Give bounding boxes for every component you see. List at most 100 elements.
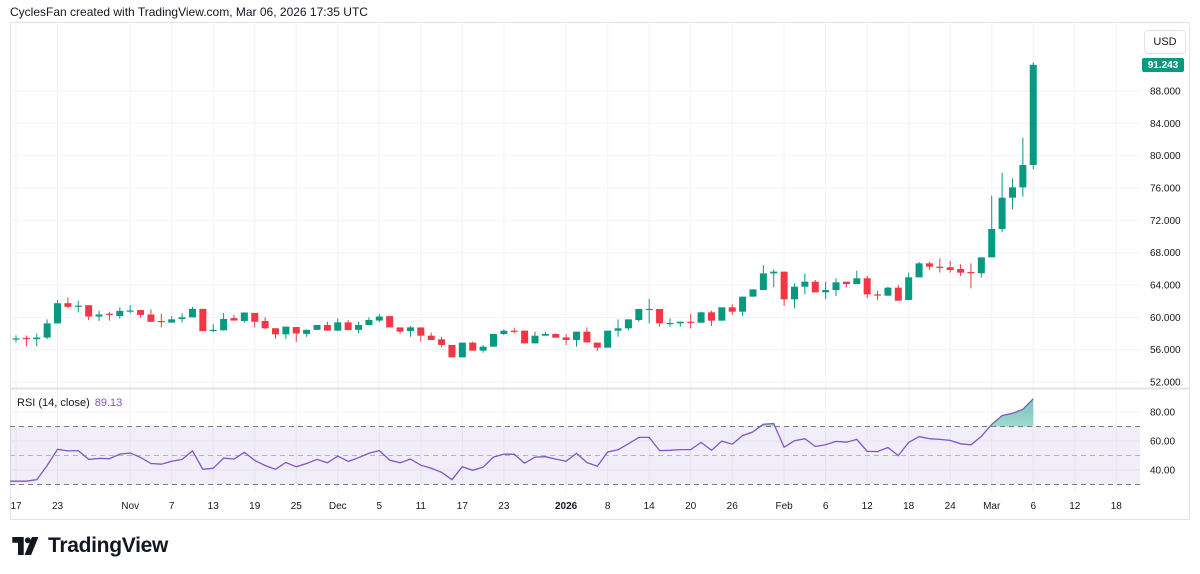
candle-body [811,281,819,293]
price-axis-label: 76.000 [1150,184,1181,195]
rsi-axis[interactable]: 80.00 60.00 40.00 [1150,408,1175,477]
price-axis-label: 60.000 [1150,313,1181,324]
candle [261,317,269,330]
candle-body [573,331,581,340]
logo-text: TradingView [48,534,169,557]
candle-body [957,268,965,273]
candle [521,330,529,344]
candle [137,310,145,318]
candle-body [718,307,726,321]
candle [355,321,363,334]
price-axis-label: 64.000 [1150,281,1181,292]
candle-body [707,312,715,321]
candle [438,336,446,348]
candle-body [500,330,508,334]
time-axis-label: 20 [685,501,697,512]
candle [188,306,196,318]
candle-body [510,330,518,332]
candle [479,344,487,353]
candle [832,278,840,296]
candle-body [292,327,300,334]
candle [977,257,985,278]
time-axis-label: 17 [10,501,22,512]
time-axis-label: 7 [169,501,175,512]
candle-body [479,346,487,351]
candle [988,195,996,258]
candle [842,281,850,288]
candle [573,331,581,347]
candle-body [188,308,196,318]
candle-body [915,263,923,278]
rsi-legend-value: 89.13 [94,397,123,409]
rsi-band-background [10,426,1140,485]
candle-body [884,287,892,296]
candle [656,309,664,327]
candle [240,312,248,323]
candle-body [355,325,363,330]
candle [967,263,975,289]
time-axis-label: 6 [823,501,829,512]
time-axis[interactable]: 17 23 Nov 7 13 19 25 Dec 5 11 17 23 2026 8 14 20 26 Feb 6 1… [10,501,1122,512]
time-axis-label: 19 [249,501,261,512]
candle-body [334,322,342,331]
candle-body [977,257,985,274]
candle [417,327,425,342]
candle-body [406,327,414,332]
candle-body [552,333,560,338]
candle [105,311,113,321]
candle [676,321,684,327]
candle-body [925,263,933,267]
candle-body [489,333,497,347]
candle [178,313,186,323]
candle [936,258,944,273]
candle-body [645,308,653,311]
candle-body [74,305,82,307]
candle-body [1008,187,1016,198]
candle [375,314,383,323]
candle [531,331,539,344]
candle [344,320,352,331]
chart-frame [10,22,1190,520]
time-axis-label: 8 [605,501,611,512]
candle-body [33,337,41,340]
candle [220,312,228,331]
rsi-legend[interactable]: RSI (14, close) 89.13 [17,397,122,409]
candle-body [116,310,124,317]
candle [64,297,72,309]
candle-body [936,266,944,268]
candle-body [282,326,290,335]
candle [489,333,497,347]
time-axis-label: 25 [291,501,303,512]
candle-body [583,331,591,343]
time-axis-label: 18 [1111,501,1123,512]
candle [853,270,861,285]
candle-body [438,339,446,345]
candle-body [386,316,394,328]
candle [728,304,736,315]
time-axis-label: 12 [1069,501,1081,512]
candle-body [137,310,145,315]
candle-body [147,314,155,322]
candle-body [853,278,861,285]
candle-body [1019,164,1027,188]
price-axis[interactable]: 52.000 56.000 60.000 64.000 68.000 72.000 76.0… [1150,87,1181,389]
price-axis-label: 72.000 [1150,216,1181,227]
currency-button[interactable]: USD [1144,30,1186,54]
time-axis-label: 17 [457,501,469,512]
candle [1029,62,1037,170]
grid [10,23,1140,493]
candle [552,333,560,338]
time-axis-label: Dec [329,501,347,512]
candle [334,318,342,331]
candle-body [313,325,321,330]
candle-body [469,342,477,351]
rsi-legend-name: RSI (14, close) [17,397,90,409]
candle [469,341,477,351]
candle-body [22,337,30,340]
candle-body [946,267,954,270]
candle [614,319,622,337]
candle [168,316,176,323]
price-axis-label: 52.000 [1150,378,1181,389]
last-price-badge: 91.243 [1142,58,1184,72]
